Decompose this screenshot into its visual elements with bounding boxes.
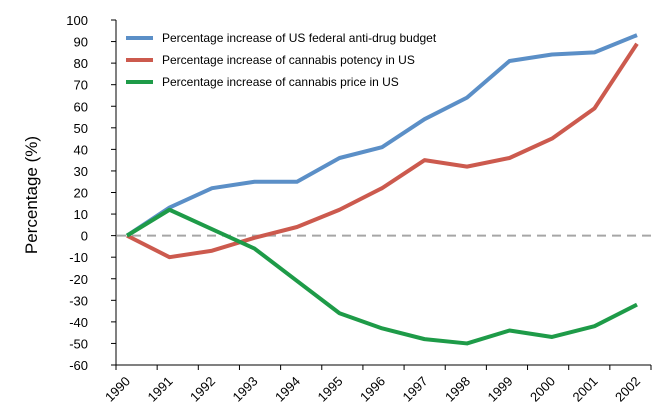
y-tick-label: 100 xyxy=(66,13,88,28)
legend-label: Percentage increase of cannabis price in… xyxy=(162,75,399,89)
y-tick-label: -30 xyxy=(69,293,88,308)
x-tick-labels: 1990 1991 1992 1993 1994 1995 1996 1997 1998 1999… xyxy=(102,365,652,405)
y-tick-label: 90 xyxy=(74,35,88,50)
x-tick-label: 1994 xyxy=(272,374,303,405)
axes xyxy=(115,20,651,366)
series-line-1 xyxy=(125,33,638,238)
series-line-3 xyxy=(125,207,638,346)
legend: Percentage increase of US federal anti-d… xyxy=(126,31,437,89)
y-tick-label: 0 xyxy=(81,229,88,244)
y-tick-label: 70 xyxy=(74,78,88,93)
y-tick-label: 60 xyxy=(74,99,88,114)
x-tick-label: 1993 xyxy=(230,374,261,405)
y-axis-label-group: Percentage (%) xyxy=(22,136,41,254)
x-tick-label: 1997 xyxy=(400,374,431,405)
y-tick-label: 30 xyxy=(74,164,88,179)
series-line-2 xyxy=(126,42,639,260)
x-tick-label: 2001 xyxy=(570,374,601,405)
x-tick-label: 2000 xyxy=(527,374,558,405)
y-tick-label: -20 xyxy=(69,272,88,287)
x-tick-label: 1995 xyxy=(315,374,346,405)
legend-label: Percentage increase of US federal anti-d… xyxy=(162,31,437,45)
legend-label: Percentage increase of cannabis potency … xyxy=(162,53,415,67)
y-tick-label: -10 xyxy=(69,250,88,265)
x-tick-label: 1998 xyxy=(442,374,473,405)
x-tick-label: 2002 xyxy=(612,374,643,405)
y-tick-label: -40 xyxy=(69,315,88,330)
x-tick-label: 1996 xyxy=(357,374,388,405)
y-tick-label: -50 xyxy=(69,336,88,351)
x-tick-label: 1991 xyxy=(145,374,176,405)
y-tick-label: 80 xyxy=(74,56,88,71)
y-tick-label: -60 xyxy=(69,358,88,373)
series-lines xyxy=(125,33,639,346)
y-tick-label: 10 xyxy=(74,207,88,222)
y-tick-label: 40 xyxy=(74,142,88,157)
y-tick-label: 20 xyxy=(74,186,88,201)
y-tick-label: 50 xyxy=(74,121,88,136)
x-tick-label: 1992 xyxy=(187,374,218,405)
x-tick-label: 1990 xyxy=(102,374,133,405)
x-tick-label: 1999 xyxy=(485,374,516,405)
y-axis-label: Percentage (%) xyxy=(22,136,41,254)
